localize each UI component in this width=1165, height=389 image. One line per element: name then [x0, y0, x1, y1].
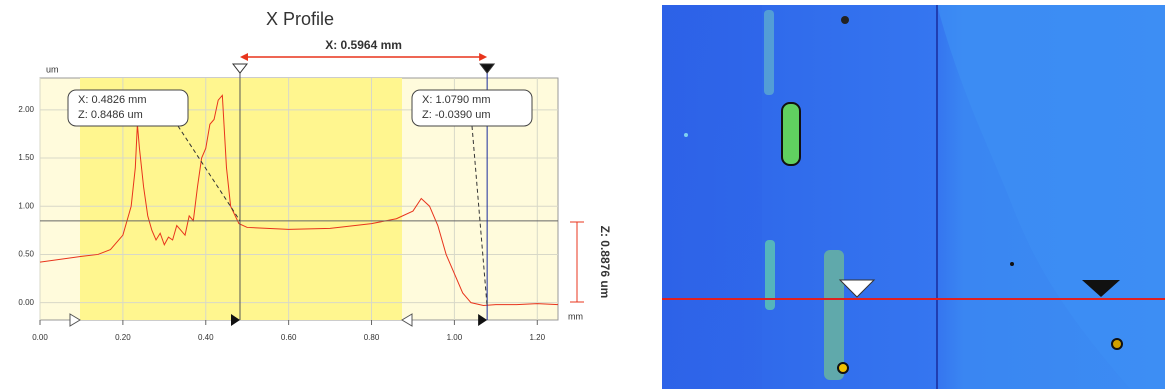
x-tick-label: 0.00: [32, 333, 48, 342]
annotation-text: X: 0.4826 mm: [78, 94, 146, 106]
x-unit: mm: [568, 311, 583, 321]
x-tick-label: 0.20: [115, 333, 131, 342]
leader-line: [177, 125, 241, 222]
feature: [824, 250, 844, 380]
cursor-marker: [478, 314, 488, 326]
y-tick-label: 2.00: [18, 105, 34, 114]
annotation-box: [67, 89, 189, 127]
cursor-marker: [231, 63, 249, 74]
cursor-marker: [838, 279, 876, 298]
feature: [1111, 338, 1123, 350]
x-tick-label: 0.60: [281, 333, 297, 342]
height-map-region: [662, 5, 762, 389]
x-tick-label: 1.20: [529, 333, 545, 342]
span-label: X: 0.5964 mm: [325, 38, 402, 52]
cursor-marker: [479, 63, 496, 74]
region-marker: [401, 313, 413, 327]
y-tick-label: 1.00: [18, 201, 34, 210]
annotation-text: Z: -0.0390 um: [422, 109, 490, 121]
y-tick-label: 0.50: [18, 250, 34, 259]
region-marker: [69, 313, 81, 327]
height-map-region: [937, 5, 1165, 389]
x-tick-label: 0.40: [198, 333, 214, 342]
feature: [684, 133, 688, 137]
annotation-text: Z: 0.8486 um: [78, 109, 143, 121]
feature: [1010, 262, 1014, 266]
feature: [764, 10, 774, 95]
x-tick-label: 1.00: [447, 333, 463, 342]
feature: [781, 102, 801, 166]
cursor-marker: [230, 314, 240, 326]
y-unit: um: [46, 64, 59, 74]
x-tick-label: 0.80: [364, 333, 380, 342]
annotation-box: [411, 89, 533, 127]
feature: [837, 362, 849, 374]
feature: [841, 16, 849, 24]
y-tick-label: 1.50: [18, 153, 34, 162]
span-arrowhead: [239, 53, 248, 61]
feature: [765, 240, 775, 310]
height-label: Z: 0.8876 um: [598, 226, 612, 299]
annotation-text: X: 1.0790 mm: [422, 94, 490, 106]
chart-title: X Profile: [266, 9, 334, 29]
span-arrowhead: [479, 53, 488, 61]
leader-line: [471, 125, 488, 307]
cursor-marker: [1082, 280, 1120, 297]
profile-line: [39, 94, 559, 307]
y-tick-label: 0.00: [18, 298, 34, 307]
